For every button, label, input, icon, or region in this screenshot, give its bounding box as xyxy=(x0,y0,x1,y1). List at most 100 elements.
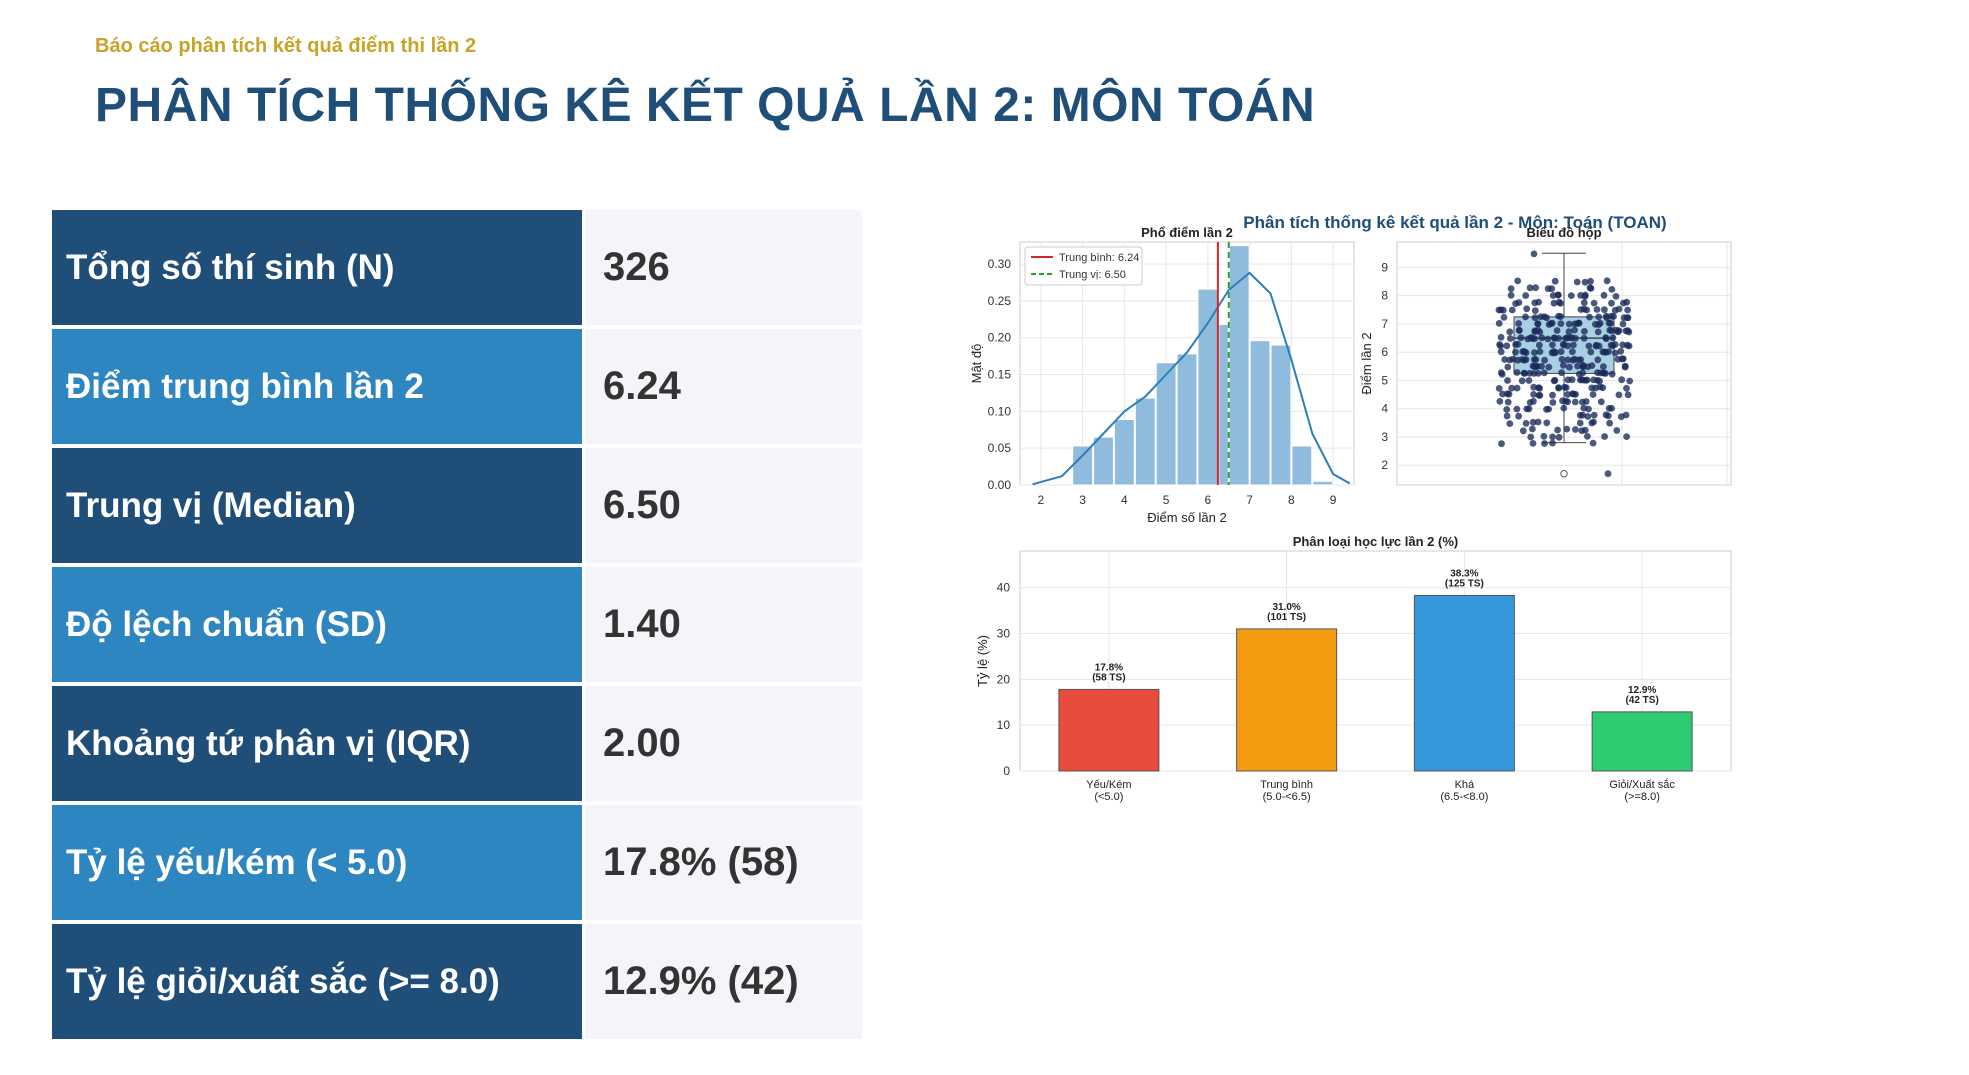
box-data-point xyxy=(1608,327,1615,334)
box-data-point xyxy=(1580,334,1588,342)
stat-label: Điểm trung bình lần 2 xyxy=(52,329,582,444)
box-data-point xyxy=(1572,335,1579,342)
box-data-point xyxy=(1588,419,1596,427)
box-data-point xyxy=(1523,305,1531,313)
cls-xtick-label: Giỏi/Xuất sắc (>=8.0) xyxy=(1609,778,1675,803)
box-data-point xyxy=(1575,356,1583,364)
hist-bar xyxy=(1134,397,1156,486)
box-data-point xyxy=(1503,390,1511,398)
box-data-point xyxy=(1530,356,1538,363)
box-data-point xyxy=(1551,335,1559,342)
box-data-point xyxy=(1614,355,1622,363)
box-data-point xyxy=(1508,306,1516,314)
histogram-chart: 2 3 4 5 6 7 8 9 0.00 0.05 0.10 0.15 0.20 0.25 0.30 Trun… xyxy=(969,225,1355,525)
box-data-point xyxy=(1554,426,1561,434)
box-ytick-label: 2 xyxy=(1381,458,1388,472)
box-data-point xyxy=(1532,284,1539,292)
cls-bar xyxy=(1591,711,1693,772)
hist-bar xyxy=(1291,445,1313,486)
box-data-point xyxy=(1530,391,1537,398)
box-data-point xyxy=(1555,384,1563,392)
box-data-point xyxy=(1515,320,1522,327)
box-data-point xyxy=(1597,369,1605,377)
box-data-point xyxy=(1612,293,1620,300)
box-data-point xyxy=(1619,355,1627,363)
box-data-point xyxy=(1495,306,1503,314)
box-data-point xyxy=(1508,384,1516,392)
hist-xtick-label: 3 xyxy=(1079,493,1086,507)
box-data-point xyxy=(1624,391,1632,399)
box-data-point xyxy=(1513,369,1521,376)
box-data-point xyxy=(1544,335,1552,343)
classification-bar-chart: 0 10 20 30 40 17.8% (58 TS) Yếu/Kém (<5.0) 31.0%(… xyxy=(975,534,1732,803)
box-data-point xyxy=(1593,306,1601,313)
box-data-point xyxy=(1597,398,1605,406)
hist-bar xyxy=(1155,362,1177,486)
box-data-point xyxy=(1608,286,1616,293)
box-data-point xyxy=(1515,412,1522,420)
box-ylabel: Điểm lần 2 xyxy=(1359,332,1374,394)
box-data-point xyxy=(1521,356,1528,364)
box-data-point xyxy=(1503,342,1511,350)
box-data-point xyxy=(1526,284,1534,292)
box-data-point xyxy=(1583,376,1591,384)
hist-ylabel: Mật độ xyxy=(969,344,984,384)
box-data-point xyxy=(1522,349,1530,357)
box-data-point xyxy=(1497,348,1505,356)
box-data-point xyxy=(1523,405,1531,413)
box-data-point xyxy=(1576,419,1584,427)
box-data-point xyxy=(1580,299,1588,307)
box-data-point xyxy=(1584,413,1592,420)
box-ytick-label: 6 xyxy=(1381,345,1388,359)
box-data-point xyxy=(1578,427,1586,435)
box-data-point xyxy=(1531,299,1539,307)
box-data-point xyxy=(1562,397,1570,405)
box-data-point xyxy=(1506,328,1514,336)
box-data-point xyxy=(1604,470,1612,478)
box-data-point xyxy=(1618,376,1626,384)
box-data-point xyxy=(1571,398,1579,406)
box-data-point xyxy=(1600,363,1607,370)
box-data-point xyxy=(1617,413,1625,421)
stat-row-median: Trung vị (Median) 6.50 xyxy=(52,448,862,563)
box-data-point xyxy=(1579,398,1586,406)
report-subtitle: Báo cáo phân tích kết quả điểm thi lần 2 xyxy=(95,35,477,57)
box-data-point xyxy=(1529,418,1537,426)
box-data-point xyxy=(1604,412,1612,420)
box-data-point xyxy=(1608,405,1615,412)
box-data-point xyxy=(1530,383,1538,391)
box-data-point xyxy=(1617,347,1625,355)
box-data-point xyxy=(1595,313,1603,321)
hist-ytick-label: 0.00 xyxy=(988,478,1012,492)
box-data-point xyxy=(1594,328,1602,336)
hist-ytick-label: 0.15 xyxy=(988,368,1012,382)
box-data-point xyxy=(1540,369,1548,377)
box-data-point xyxy=(1588,362,1596,369)
box-ytick-label: 8 xyxy=(1381,289,1388,303)
box-data-point xyxy=(1531,349,1538,356)
box-data-point xyxy=(1527,334,1535,342)
stat-value: 326 xyxy=(585,210,862,325)
box-data-point xyxy=(1580,404,1588,412)
hist-ytick-label: 0.20 xyxy=(988,331,1012,345)
box-title: Biểu đồ hộp xyxy=(1526,225,1601,240)
box-data-point xyxy=(1621,363,1629,371)
box-data-point xyxy=(1626,377,1634,385)
stat-row-sd: Độ lệch chuẩn (SD) 1.40 xyxy=(52,567,862,682)
stat-value: 1.40 xyxy=(585,567,862,682)
hist-bar xyxy=(1113,418,1135,486)
box-data-point xyxy=(1599,384,1607,392)
cls-ytick-label: 40 xyxy=(997,581,1011,595)
box-data-point xyxy=(1522,292,1530,299)
box-data-point xyxy=(1540,432,1548,440)
hist-xtick-label: 5 xyxy=(1163,493,1170,507)
box-data-point xyxy=(1573,278,1581,286)
box-data-point xyxy=(1544,285,1552,293)
box-data-point xyxy=(1623,384,1630,392)
box-data-point xyxy=(1572,426,1579,433)
chart-figure: Phân tích thống kê kết quả lần 2 - Môn: … xyxy=(955,185,1955,1050)
cls-data-label: 38.3% (125 TS) xyxy=(1445,568,1484,589)
box-data-point xyxy=(1536,341,1543,349)
box-data-point xyxy=(1549,439,1556,447)
box-data-point xyxy=(1526,369,1534,377)
